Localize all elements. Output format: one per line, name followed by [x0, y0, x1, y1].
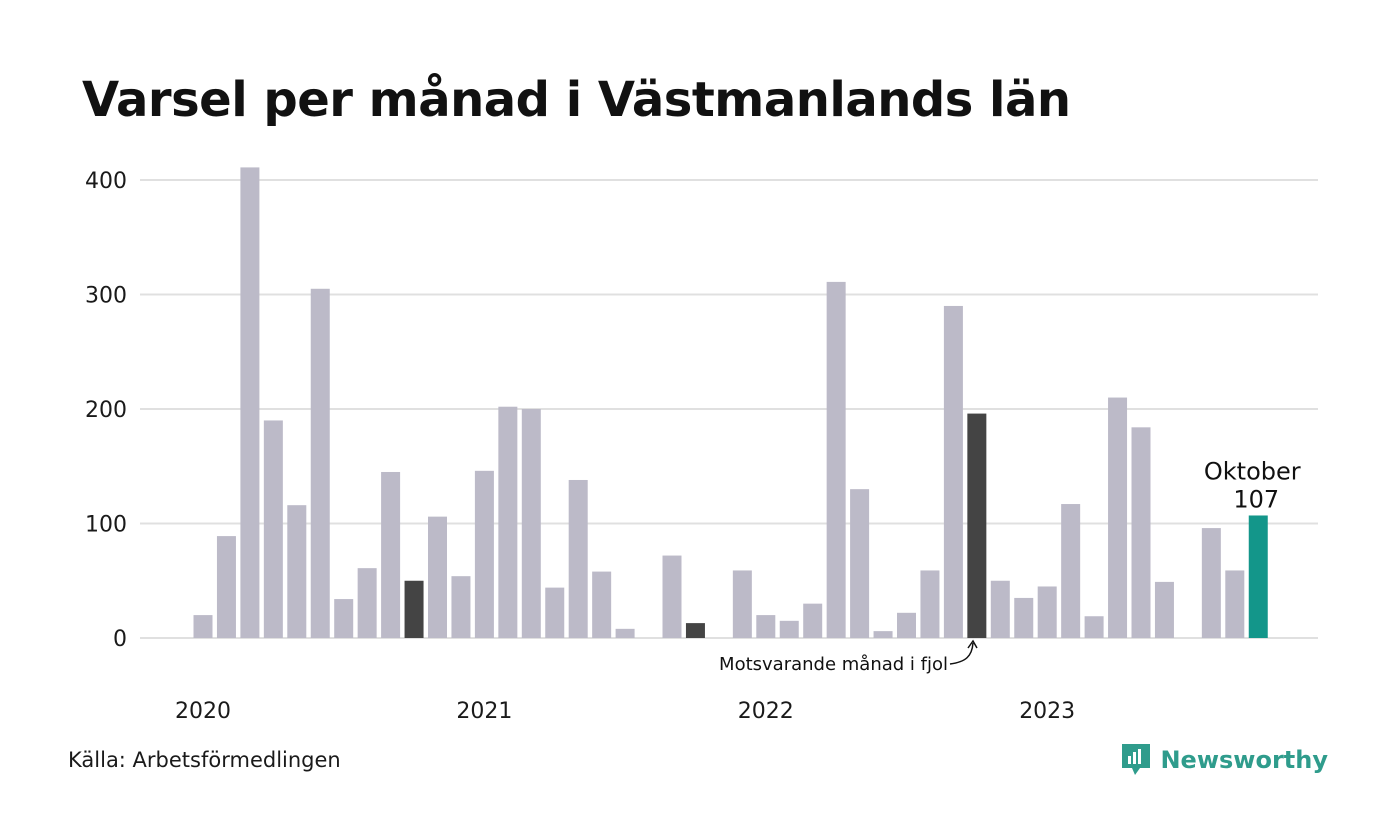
y-tick-label: 400 [85, 169, 127, 194]
y-tick-label: 300 [85, 284, 127, 309]
bar-same-month-last-year [967, 413, 987, 638]
bar [1201, 528, 1221, 638]
bar [216, 536, 236, 638]
bar [615, 628, 635, 638]
current-month-name: Oktober [1204, 457, 1301, 485]
bar [1037, 586, 1057, 638]
x-year-label: 2020 [175, 699, 231, 724]
bar [568, 479, 588, 638]
bar-same-month-last-year [685, 623, 705, 638]
bar [474, 470, 494, 638]
bar-same-month-last-year [404, 580, 424, 638]
bar [263, 420, 283, 638]
bar [592, 571, 612, 638]
bar [451, 576, 471, 638]
y-axis: 0 100 200 300 400 [85, 169, 127, 652]
y-tick-label: 200 [85, 398, 127, 423]
chart-title: Varsel per månad i Västmanlands län [82, 72, 1071, 128]
bar [779, 620, 799, 638]
bar [732, 570, 752, 638]
bar [521, 409, 541, 638]
bar [498, 406, 518, 638]
bar [803, 603, 823, 638]
source-note: Källa: Arbetsförmedlingen [68, 748, 341, 772]
bar [756, 615, 776, 638]
bar [428, 516, 447, 638]
bar [240, 167, 260, 638]
annotation-arrow [949, 642, 974, 665]
y-tick-label: 100 [85, 513, 127, 538]
bar [943, 305, 963, 638]
x-axis: 2020 2021 2022 2023 [175, 699, 1075, 724]
bar [287, 505, 307, 638]
current-month-label: Oktober 107 [1204, 457, 1301, 513]
x-year-label: 2023 [1019, 699, 1075, 724]
bar [381, 471, 401, 638]
bar [310, 288, 330, 638]
bar [1061, 504, 1081, 638]
bar [1154, 581, 1174, 638]
bar [334, 599, 354, 638]
x-year-label: 2021 [456, 699, 512, 724]
bar-current-month [1248, 515, 1268, 638]
x-year-label: 2022 [738, 699, 794, 724]
bar [357, 568, 377, 638]
bar [1108, 397, 1128, 638]
bar [1014, 597, 1034, 638]
bar [990, 580, 1010, 638]
y-tick-label: 0 [113, 627, 127, 652]
bar [850, 489, 870, 638]
bar [1084, 616, 1104, 638]
bar [1131, 427, 1151, 638]
bar [662, 555, 682, 638]
newsworthy-logo-icon [1122, 744, 1151, 775]
annotation-text: Motsvarande månad i fjol [719, 654, 948, 675]
bar [1225, 570, 1245, 638]
bar [897, 612, 916, 638]
bar [545, 587, 565, 638]
bars [193, 167, 1268, 638]
bar-chart: 0 100 200 300 400 2020 2021 2022 2023 Motsvaran… [85, 167, 1318, 724]
brand-name: Newsworthy [1160, 746, 1328, 774]
bar [826, 281, 846, 638]
annotation-arrow-head [967, 639, 978, 649]
bar [920, 570, 940, 638]
brand-logo: Newsworthy [1120, 742, 1328, 778]
comparison-annotation: Motsvarande månad i fjol [719, 639, 978, 675]
current-month-value: 107 [1233, 485, 1279, 513]
bar [873, 631, 893, 638]
bar [193, 615, 213, 638]
